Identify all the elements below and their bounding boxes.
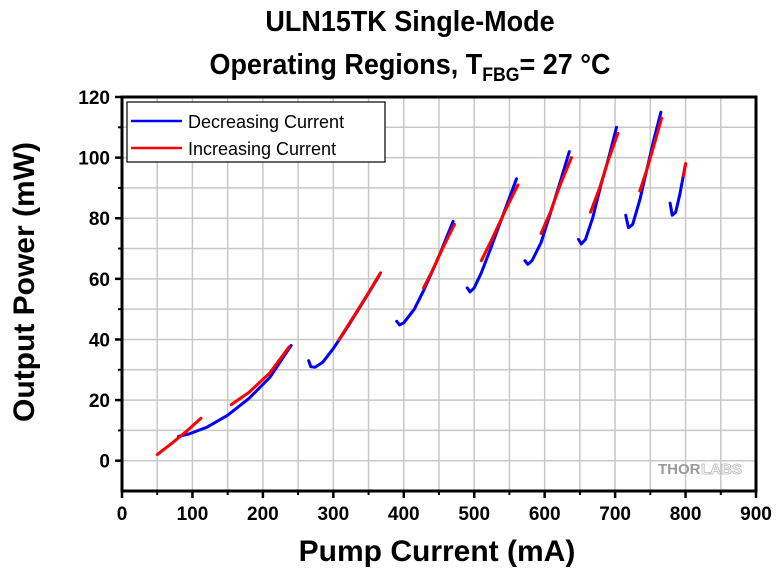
decreasing-current-segment xyxy=(624,110,663,230)
x-tick-label: 900 xyxy=(740,504,772,525)
thorlabs-watermark: THOR LABS xyxy=(658,461,742,479)
increasing-current-segment xyxy=(155,416,203,457)
y-tick-label: 40 xyxy=(89,330,110,351)
title-prefix: Operating Regions, T xyxy=(209,49,483,81)
increasing-current-segment xyxy=(589,131,620,214)
watermark-thor: THOR xyxy=(658,461,701,478)
curves xyxy=(155,110,688,457)
increasing-current-segment xyxy=(638,116,664,193)
y-tick-label: 80 xyxy=(89,209,110,230)
x-tick-label: 300 xyxy=(317,504,349,525)
x-tick-label: 100 xyxy=(177,504,209,525)
title-subscript: FBG xyxy=(482,65,520,86)
legend-box xyxy=(126,101,386,163)
increasing-current-segment xyxy=(337,271,382,341)
y-tick-label: 120 xyxy=(78,88,110,109)
x-tick-label: 400 xyxy=(388,504,420,525)
legend: Decreasing Current Increasing Current xyxy=(126,101,386,163)
decreasing-current-segment xyxy=(176,344,293,438)
x-tick-label: 0 xyxy=(117,504,128,525)
y-axis-title: Output Power (mW) xyxy=(8,142,41,422)
chart-title-line-2: Operating Regions, TFBG= 27 °C xyxy=(29,49,780,87)
decreasing-current-segment xyxy=(523,150,571,266)
y-tick-label: 60 xyxy=(89,270,110,291)
x-tick-label: 200 xyxy=(247,504,279,525)
x-axis-title: Pump Current (mA) xyxy=(299,535,576,568)
increasing-current-segment xyxy=(422,222,456,290)
legend-label-increasing: Increasing Current xyxy=(188,139,336,159)
axes: 0 100 200 300 400 500 600 700 800 900 0 20 40 60 80 100… xyxy=(78,88,772,525)
increasing-current-segment xyxy=(479,183,520,263)
x-tick-label: 500 xyxy=(458,504,490,525)
y-tick-label: 100 xyxy=(78,149,110,170)
x-tick-label: 700 xyxy=(599,504,631,525)
y-tick-label: 0 xyxy=(99,452,110,473)
decreasing-current-segment xyxy=(577,125,618,246)
increasing-current-segment xyxy=(229,345,291,407)
increasing-current-segment xyxy=(539,156,573,235)
y-tick-label: 20 xyxy=(89,391,110,412)
title-suffix: = 27 °C xyxy=(519,49,611,81)
x-tick-label: 800 xyxy=(670,504,702,525)
watermark-labs: LABS xyxy=(701,461,742,478)
chart-title-line-1: ULN15TK Single-Mode xyxy=(265,6,555,38)
decreasing-current-segment xyxy=(668,162,688,217)
increasing-current-segment xyxy=(681,162,688,178)
legend-label-decreasing: Decreasing Current xyxy=(188,112,344,132)
x-tick-label: 600 xyxy=(529,504,561,525)
